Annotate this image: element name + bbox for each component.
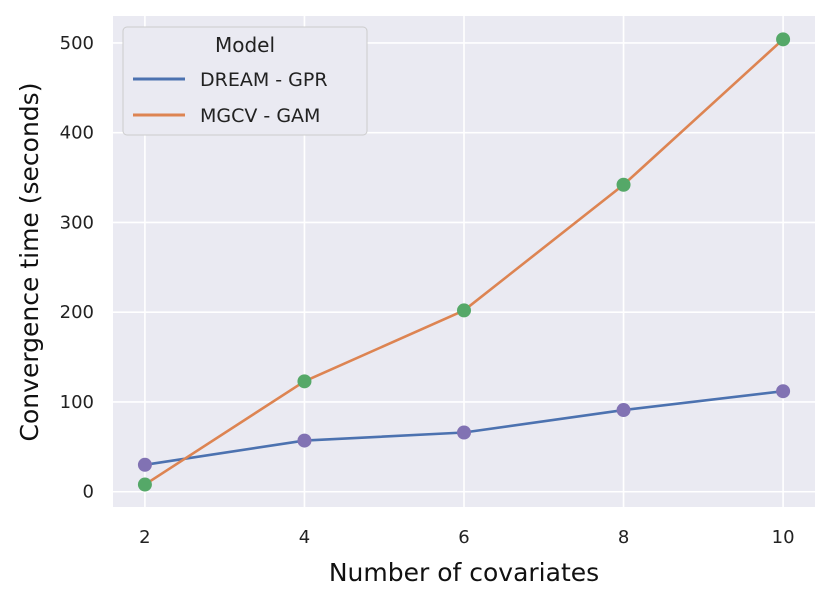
y-tick-label-300: 300: [60, 212, 94, 233]
point-mgcv-gam-6: [457, 303, 471, 318]
point-dream-gpr-2: [137, 457, 152, 472]
point-mgcv-gam-8: [616, 177, 631, 192]
x-tick-label-6: 6: [458, 527, 469, 548]
point-dream-gpr-8: [616, 403, 631, 418]
point-dream-gpr-6: [457, 425, 471, 440]
x-tick-label-8: 8: [618, 527, 629, 548]
y-tick-label-0: 0: [83, 482, 94, 503]
x-tick-label-2: 2: [139, 527, 150, 548]
series-markers: [137, 32, 791, 492]
point-mgcv-gam-10: [776, 32, 791, 47]
point-dream-gpr-4: [297, 433, 312, 448]
x-tick-label-10: 10: [772, 527, 795, 548]
x-axis-label: Number of covariates: [329, 558, 599, 587]
legend-title: Model: [215, 33, 275, 57]
point-mgcv-gam-4: [297, 374, 312, 389]
y-ticks: 0 100 200 300 400 500: [60, 33, 94, 503]
x-tick-label-4: 4: [299, 527, 310, 548]
y-tick-label-500: 500: [60, 33, 94, 54]
y-tick-label-200: 200: [60, 302, 94, 323]
y-tick-label-400: 400: [60, 123, 94, 144]
legend-label-mgcv-gam: MGCV - GAM: [200, 105, 320, 127]
x-ticks: 2 4 6 8 10: [139, 527, 794, 548]
legend-label-dream-gpr: DREAM - GPR: [200, 69, 328, 91]
grid: [113, 16, 815, 507]
y-tick-label-100: 100: [60, 392, 94, 413]
y-axis-label: Convergence time (seconds): [15, 83, 44, 442]
point-dream-gpr-10: [776, 384, 791, 399]
legend-box: [122, 26, 368, 136]
point-mgcv-gam-2: [137, 477, 152, 492]
legend: Model DREAM - GPR MGCV - GAM: [122, 26, 368, 136]
